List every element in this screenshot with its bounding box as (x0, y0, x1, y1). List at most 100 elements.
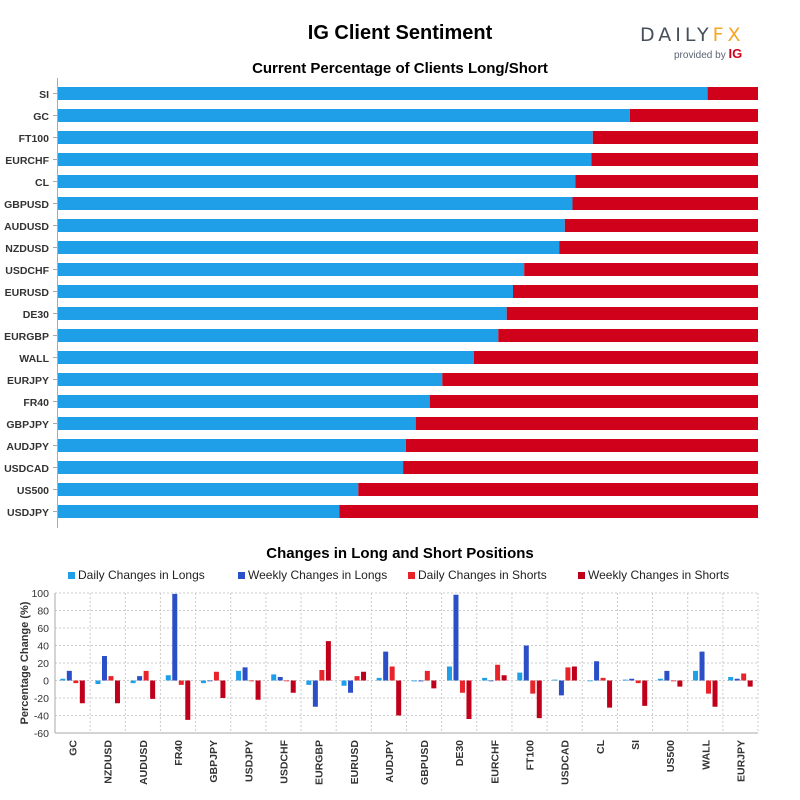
y-tick-label: -20 (34, 693, 49, 705)
bar-weekly-long-audusd (137, 676, 143, 681)
bar-daily-long-nzdusd (95, 680, 101, 684)
bar-short-eurgbp (498, 329, 758, 342)
x-tick-label: EURUSD (349, 740, 361, 785)
x-tick-label: NZDUSD (103, 740, 115, 784)
bar-long-cl (58, 175, 576, 188)
bar-long-us500 (58, 483, 359, 496)
bar-daily-short-usdchf (284, 680, 290, 682)
category-label: EURUSD (5, 287, 50, 299)
bar-short-de30 (506, 307, 758, 320)
legend-daily-longs[interactable]: Daily Changes in Longs (68, 568, 205, 582)
bar-long-si (58, 87, 708, 100)
legend-swatch (578, 571, 585, 579)
dailyfx-logo: DAILYFX provided by IG (640, 24, 750, 64)
bar-weekly-short-gbpusd (431, 680, 437, 689)
bar-short-gbpjpy (415, 417, 758, 430)
bar-daily-short-gbpjpy (213, 671, 219, 681)
legend-swatch (408, 571, 415, 579)
bar-daily-short-audjpy (389, 666, 395, 681)
y-tick-label: 60 (37, 623, 49, 635)
bar-short-eurusd (513, 285, 758, 298)
bar-weekly-long-eurchf (488, 680, 494, 682)
bar-weekly-long-wall (699, 651, 705, 681)
logo-ig: IG (728, 46, 743, 61)
bar-weekly-long-usdchf (277, 677, 283, 681)
bar-long-eurchf (58, 153, 592, 166)
bar-daily-long-eurjpy (728, 677, 734, 681)
category-label: AUDUSD (4, 221, 49, 233)
legend-weekly-shorts[interactable]: Weekly Changes in Shorts (578, 568, 729, 582)
bar-daily-long-cl (587, 680, 593, 682)
bar-daily-short-usdjpy (249, 680, 255, 682)
x-tick-label: EURJPY (735, 740, 747, 782)
bar-weekly-long-gbpusd (418, 680, 424, 682)
x-tick-label: EURCHF (489, 739, 501, 783)
category-label: GC (33, 111, 49, 123)
legend-daily-shorts[interactable]: Daily Changes in Shorts (408, 568, 547, 582)
bar-long-eurusd (58, 285, 513, 298)
bar-weekly-short-eurjpy (747, 680, 753, 687)
bar-weekly-long-si (629, 678, 635, 681)
category-label: WALL (19, 353, 49, 365)
bar-weekly-long-gbpjpy (207, 680, 213, 682)
bar-daily-long-gbpusd (411, 680, 417, 682)
y-tick-label: -60 (34, 728, 49, 740)
bar-short-gbpusd (572, 197, 758, 210)
bar-daily-short-fr40 (178, 680, 184, 685)
bar-daily-short-ft100 (530, 680, 536, 694)
y-tick-label: 20 (37, 658, 49, 670)
bar-weekly-short-usdcad (571, 666, 577, 681)
bar-daily-long-gbpjpy (200, 680, 206, 684)
bar-weekly-long-cl (594, 661, 600, 681)
bar-weekly-short-cl (607, 680, 613, 708)
category-label: FT100 (19, 133, 50, 145)
x-tick-label: GBPJPY (208, 740, 220, 783)
bar-long-usdchf (58, 263, 525, 276)
bar-weekly-short-us500 (677, 680, 683, 687)
bar-long-usdcad (58, 461, 404, 474)
bar-weekly-short-nzdusd (114, 680, 120, 704)
bar-daily-short-nzdusd (108, 676, 114, 681)
x-tick-label: EURGBP (314, 740, 326, 785)
bar-long-wall (58, 351, 474, 364)
bar-weekly-long-eurgbp (312, 680, 318, 707)
x-tick-label: WALL (700, 739, 712, 769)
category-label: DE30 (23, 309, 49, 321)
bar-daily-short-de30 (459, 680, 465, 693)
bar-weekly-short-gbpjpy (220, 680, 226, 698)
bar-weekly-long-ft100 (523, 645, 529, 681)
x-tick-label: GBPUSD (419, 740, 431, 785)
bar-weekly-long-de30 (453, 594, 459, 681)
bar-weekly-short-eurusd (361, 671, 367, 681)
bar-weekly-short-audjpy (396, 680, 402, 716)
x-tick-label: CL (595, 739, 607, 754)
bar-short-usdchf (524, 263, 758, 276)
bar-daily-long-fr40 (165, 675, 171, 681)
bar-daily-short-audusd (143, 670, 149, 681)
x-tick-label: AUDUSD (138, 740, 150, 785)
bar-long-fr40 (58, 395, 430, 408)
y-tick-label: -40 (34, 711, 49, 723)
category-label: EURGBP (4, 331, 49, 343)
bar-short-fr40 (429, 395, 758, 408)
legend-label: Weekly Changes in Shorts (588, 568, 730, 582)
bar-weekly-short-gc (79, 680, 85, 704)
x-tick-label: SI (630, 740, 642, 750)
bar-weekly-short-de30 (466, 680, 472, 719)
bar-weekly-short-ft100 (536, 680, 542, 719)
bar-long-ft100 (58, 131, 593, 144)
x-tick-label: GC (68, 740, 80, 756)
bar-daily-long-wall (693, 670, 699, 681)
bar-weekly-short-eurgbp (325, 641, 331, 681)
bar-short-usdjpy (339, 505, 758, 518)
category-label: FR40 (23, 397, 49, 409)
x-tick-label: FT100 (525, 740, 537, 771)
bar-daily-long-eurgbp (306, 680, 312, 685)
bar-daily-short-eurjpy (741, 673, 747, 681)
bar-daily-long-si (622, 679, 628, 681)
bar-daily-short-eurusd (354, 676, 360, 681)
bar-long-usdjpy (58, 505, 340, 518)
bar-daily-short-gc (73, 680, 79, 684)
legend-weekly-longs[interactable]: Weekly Changes in Longs (238, 568, 387, 582)
bar-long-gbpusd (58, 197, 573, 210)
